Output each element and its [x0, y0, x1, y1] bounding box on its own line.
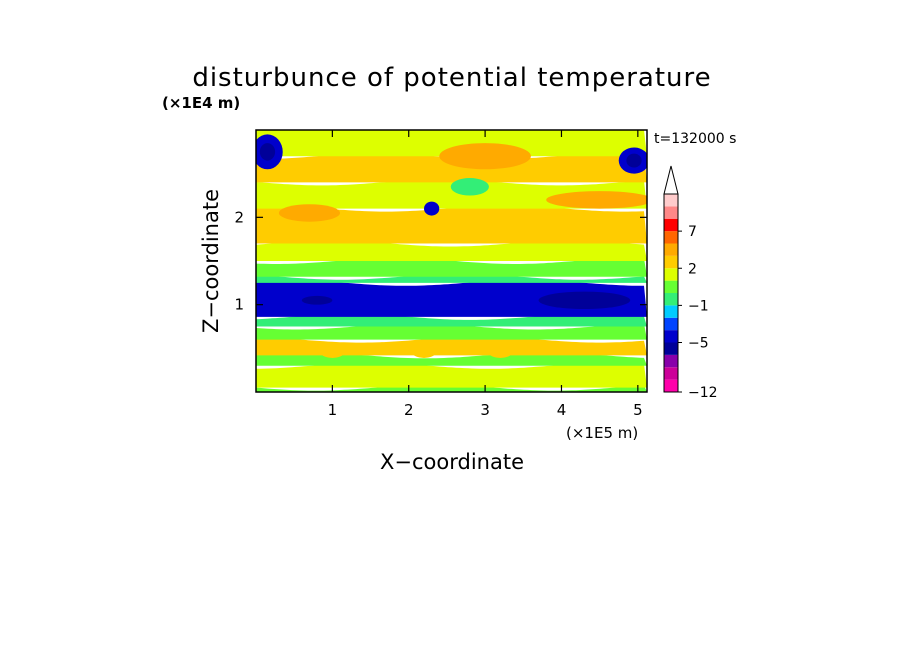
contour-band: [256, 130, 647, 157]
contour-band: [256, 240, 647, 261]
colorbar-label: 2: [688, 261, 697, 277]
colorbar-swatch: [664, 379, 678, 392]
contour-band: [256, 258, 647, 277]
colorbar-label: −1: [688, 298, 709, 314]
time-label: t=132000 s: [654, 131, 736, 147]
x-axis-ticks: 1 2 3 4 5: [328, 130, 643, 419]
x-axis-label: X−coordinate: [380, 450, 524, 474]
x-tick-label: 4: [557, 401, 567, 419]
colorbar-swatch: [664, 293, 678, 306]
y-tick-label: 1: [234, 296, 244, 314]
contour-feature: [626, 153, 642, 168]
contour-band: [256, 362, 647, 388]
contour-feature: [320, 347, 344, 358]
colorbar-swatch: [664, 317, 678, 331]
contour-band: [256, 323, 647, 340]
x-tick-label: 5: [633, 401, 643, 419]
contour-feature: [301, 295, 333, 305]
contour-band: [256, 279, 647, 317]
colorbar-swatch: [664, 206, 678, 219]
colorbar-label: −5: [688, 336, 709, 352]
colorbar-swatch: [664, 268, 678, 281]
colorbar-swatch: [664, 231, 678, 244]
colorbar-swatch: [664, 305, 678, 318]
colorbar-label: −12: [688, 385, 718, 401]
y-axis-ticks: 12: [234, 208, 647, 314]
chart-title: disturbunce of potential temperature: [192, 63, 711, 93]
colorbar-swatch: [664, 194, 678, 207]
contour-feature: [278, 204, 341, 222]
colorbar-swatch: [664, 218, 678, 232]
contour-band: [256, 336, 647, 356]
colorbar-swatch: [664, 354, 678, 368]
contour-band: [256, 273, 647, 283]
x-tick-label: 1: [328, 401, 338, 419]
colorbar-swatch: [664, 342, 678, 355]
x-tick-label: 2: [404, 401, 414, 419]
contour-feature: [439, 143, 531, 170]
contour-band: [256, 205, 647, 244]
contour-feature: [488, 347, 512, 358]
colorbar-swatch: [664, 255, 678, 269]
contour-feature: [538, 291, 631, 310]
y-axis-label: Z−coordinate: [199, 189, 223, 333]
contour-field: [256, 130, 647, 392]
contour-band: [256, 384, 647, 392]
x-unit-label: (×1E5 m): [566, 424, 638, 442]
contour-band: [256, 352, 647, 366]
colorbar: 7 2 −1 −5 −12: [663, 165, 718, 401]
contour-feature: [450, 178, 489, 196]
y-unit-label: (×1E4 m): [162, 94, 240, 112]
contour-band: [256, 153, 647, 183]
contour-feature: [259, 143, 276, 161]
x-tick-label: 3: [480, 401, 490, 419]
colorbar-label: 7: [688, 224, 697, 240]
y-tick-label: 2: [234, 208, 244, 226]
contour-feature: [424, 201, 440, 216]
colorbar-swatch: [664, 243, 678, 256]
colorbar-swatch: [664, 367, 678, 380]
plot-frame: [255, 129, 648, 393]
colorbar-swatch: [664, 280, 678, 293]
contour-feature: [546, 191, 647, 209]
colorbar-extend-arrow: [663, 165, 679, 195]
contour-band: [256, 313, 647, 327]
contour-feature: [412, 347, 436, 358]
colorbar-swatch: [664, 330, 678, 343]
